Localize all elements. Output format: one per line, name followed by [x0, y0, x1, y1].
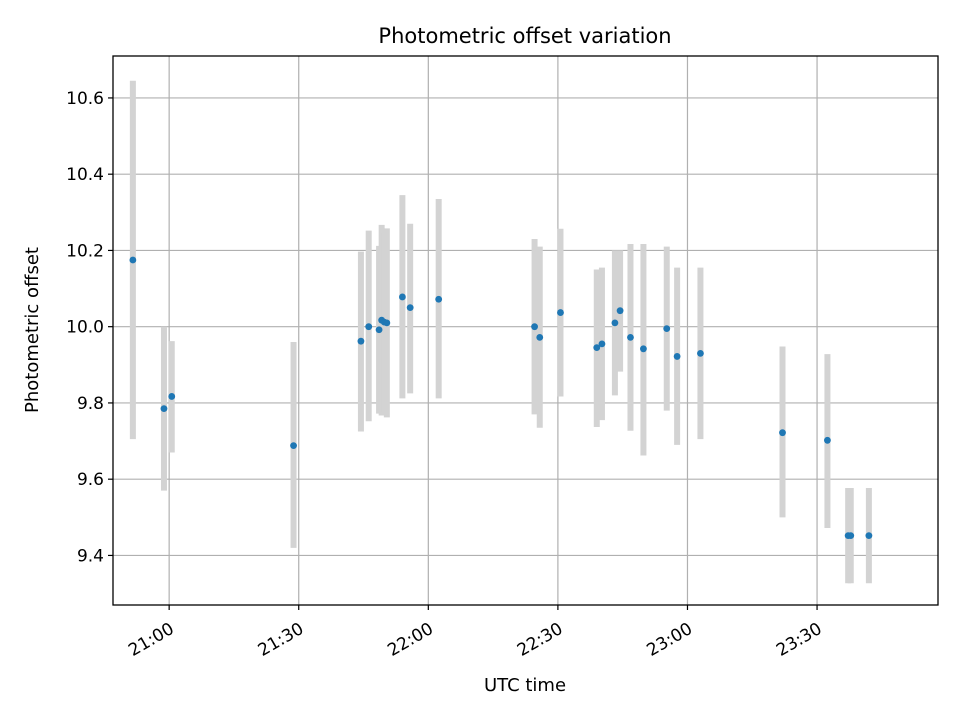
data-point: [865, 532, 873, 540]
data-point: [627, 333, 634, 341]
x-tick-label: 23:00: [644, 619, 696, 661]
data-point: [536, 333, 544, 341]
y-tick-label: 9.4: [77, 546, 104, 566]
data-point: [365, 323, 373, 331]
data-point: [168, 393, 176, 400]
data-point: [616, 307, 624, 315]
data-point: [593, 344, 601, 352]
data-point: [435, 295, 443, 303]
y-tick-label: 10.2: [66, 241, 104, 261]
data-point: [557, 309, 564, 316]
data-point: [160, 405, 168, 413]
x-tick-label: 21:30: [255, 619, 307, 661]
data-point: [824, 436, 831, 444]
y-tick-label: 9.8: [77, 394, 104, 414]
y-tick-label: 10.0: [66, 318, 104, 338]
data-point: [398, 293, 406, 301]
x-tick-label: 22:30: [514, 619, 566, 661]
y-axis-label: Photometric offset: [22, 247, 43, 413]
data-point: [129, 256, 137, 264]
data-point: [611, 319, 619, 327]
data-point: [697, 349, 704, 357]
data-point: [640, 345, 647, 353]
data-point: [406, 304, 414, 312]
y-tick-label: 10.6: [66, 89, 104, 109]
y-tick-label: 9.6: [77, 470, 104, 490]
chart-title: Photometric offset variation: [378, 24, 671, 48]
x-tick-label: 22:00: [384, 619, 436, 661]
data-point: [290, 442, 297, 450]
data-point: [375, 326, 383, 334]
grid: [113, 56, 938, 605]
data-point: [357, 337, 365, 345]
data-point: [383, 319, 391, 327]
error-bars: [129, 80, 872, 584]
data-points: [129, 256, 873, 540]
plot-frame: [112, 55, 939, 606]
data-point: [531, 323, 538, 331]
x-tick-label: 21:00: [125, 619, 177, 661]
data-point: [779, 429, 786, 437]
data-point: [663, 325, 671, 332]
x-tick-label: 23:30: [773, 619, 825, 661]
x-axis-label: UTC time: [484, 675, 566, 696]
y-tick-label: 10.4: [66, 165, 104, 185]
data-point: [598, 340, 606, 348]
data-point: [847, 532, 855, 540]
data-point: [673, 353, 681, 360]
